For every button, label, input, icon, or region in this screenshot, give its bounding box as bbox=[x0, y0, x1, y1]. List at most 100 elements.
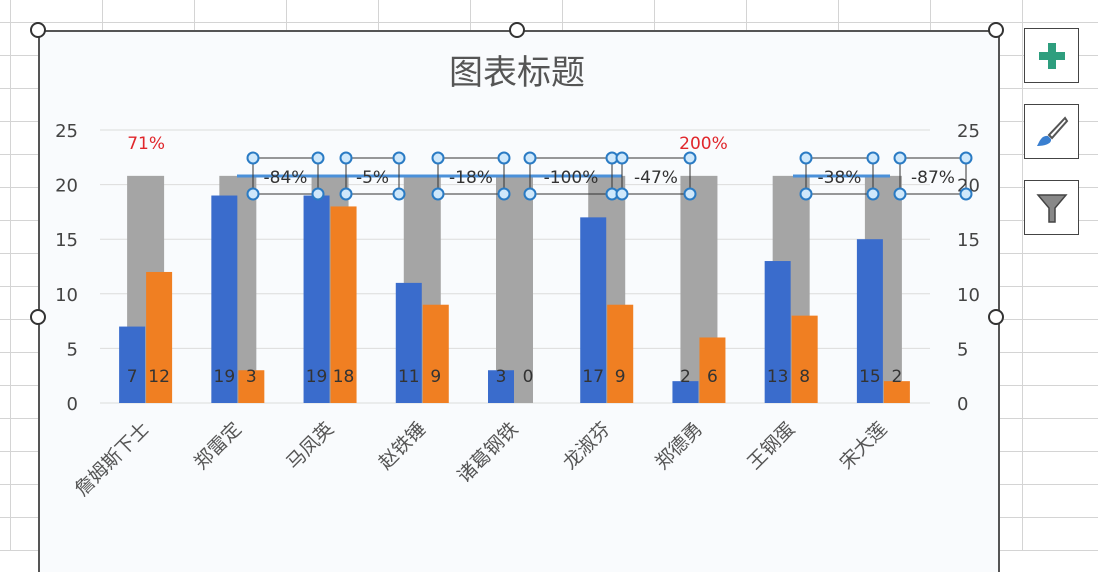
label-handle[interactable] bbox=[431, 187, 445, 201]
orange-bar[interactable] bbox=[146, 271, 173, 403]
resize-handle[interactable] bbox=[30, 22, 46, 38]
data-label: 9 bbox=[615, 367, 626, 387]
data-label: 2 bbox=[680, 367, 691, 387]
data-label: 11 bbox=[398, 367, 420, 387]
label-handle[interactable] bbox=[392, 151, 406, 165]
y2-tick-label: 0 bbox=[957, 394, 968, 415]
y2-tick-label: 5 bbox=[957, 339, 968, 360]
label-selection-box[interactable] bbox=[805, 157, 874, 195]
label-handle[interactable] bbox=[615, 151, 629, 165]
label-handle[interactable] bbox=[959, 187, 973, 201]
change-label[interactable]: -87% bbox=[911, 168, 955, 188]
label-handle[interactable] bbox=[683, 151, 697, 165]
brush-icon bbox=[1036, 115, 1068, 146]
category-label: 马凤英 bbox=[282, 418, 338, 474]
category-label: 赵铁锤 bbox=[374, 418, 430, 474]
label-handle[interactable] bbox=[866, 187, 880, 201]
data-label: 8 bbox=[799, 367, 810, 387]
change-label[interactable]: -47% bbox=[634, 168, 678, 188]
label-handle[interactable] bbox=[246, 187, 260, 201]
resize-handle[interactable] bbox=[988, 309, 1004, 325]
y-tick-label: 0 bbox=[67, 394, 78, 415]
category-label: 郑德勇 bbox=[651, 418, 707, 474]
chart-filters-button[interactable] bbox=[1024, 180, 1079, 235]
label-selection-box[interactable] bbox=[899, 157, 967, 195]
y-tick-label: 25 bbox=[55, 121, 78, 142]
label-handle[interactable] bbox=[246, 151, 260, 165]
label-selection-box[interactable] bbox=[345, 157, 400, 195]
label-selection-box[interactable] bbox=[529, 157, 613, 195]
label-handle[interactable] bbox=[497, 187, 511, 201]
resize-handle[interactable] bbox=[30, 309, 46, 325]
data-label: 3 bbox=[496, 367, 507, 387]
label-handle[interactable] bbox=[683, 187, 697, 201]
filter-icon bbox=[1035, 193, 1068, 223]
data-label: 19 bbox=[214, 367, 236, 387]
label-handle[interactable] bbox=[523, 187, 537, 201]
chart-elements-button[interactable] bbox=[1024, 28, 1079, 83]
blue-bar[interactable] bbox=[119, 326, 146, 403]
data-label: 0 bbox=[523, 367, 534, 387]
blue-bar[interactable] bbox=[488, 370, 514, 403]
category-label: 王钢蛋 bbox=[743, 418, 799, 474]
label-handle[interactable] bbox=[799, 151, 813, 165]
label-selection-box[interactable] bbox=[621, 157, 691, 195]
label-handle[interactable] bbox=[311, 187, 325, 201]
orange-bar[interactable] bbox=[699, 337, 726, 403]
data-label: 3 bbox=[246, 367, 257, 387]
resize-handle[interactable] bbox=[509, 22, 525, 38]
change-label[interactable]: -5% bbox=[356, 168, 389, 188]
change-label[interactable]: -84% bbox=[264, 168, 308, 188]
orange-bar[interactable] bbox=[330, 206, 357, 403]
blue-bar[interactable] bbox=[764, 261, 791, 403]
change-label[interactable]: 71% bbox=[127, 134, 165, 154]
blue-bar[interactable] bbox=[303, 195, 330, 403]
label-handle[interactable] bbox=[893, 151, 907, 165]
change-label[interactable]: -38% bbox=[818, 168, 862, 188]
label-selection-box[interactable] bbox=[252, 157, 319, 195]
label-handle[interactable] bbox=[392, 187, 406, 201]
blue-bar[interactable] bbox=[580, 217, 607, 403]
orange-bar[interactable] bbox=[883, 381, 910, 403]
data-label: 19 bbox=[306, 367, 328, 387]
orange-bar[interactable] bbox=[422, 304, 449, 403]
y-tick-label: 20 bbox=[55, 176, 78, 197]
label-handle[interactable] bbox=[497, 151, 511, 165]
label-handle[interactable] bbox=[431, 151, 445, 165]
label-handle[interactable] bbox=[893, 187, 907, 201]
data-label: 18 bbox=[333, 367, 355, 387]
category-label: 郑雷定 bbox=[190, 418, 246, 474]
orange-bar[interactable] bbox=[607, 304, 634, 403]
chart-styles-button[interactable] bbox=[1024, 104, 1079, 159]
blue-bar[interactable] bbox=[395, 282, 422, 403]
label-handle[interactable] bbox=[339, 187, 353, 201]
change-label[interactable]: -100% bbox=[544, 168, 599, 188]
helper-bar[interactable] bbox=[496, 175, 533, 403]
y-tick-label: 10 bbox=[55, 285, 78, 306]
blue-bar[interactable] bbox=[856, 239, 883, 403]
label-handle[interactable] bbox=[799, 187, 813, 201]
y-tick-label: 15 bbox=[55, 230, 78, 251]
data-label: 12 bbox=[148, 367, 170, 387]
resize-handle[interactable] bbox=[988, 22, 1004, 38]
orange-bar[interactable] bbox=[791, 315, 818, 403]
data-label: 2 bbox=[891, 367, 902, 387]
chart-title[interactable]: 图表标题 bbox=[449, 53, 585, 93]
label-handle[interactable] bbox=[959, 151, 973, 165]
change-label[interactable]: 200% bbox=[679, 134, 728, 154]
label-handle[interactable] bbox=[866, 151, 880, 165]
blue-bar[interactable] bbox=[672, 381, 699, 403]
label-handle[interactable] bbox=[523, 151, 537, 165]
y2-tick-label: 25 bbox=[957, 121, 980, 142]
y-tick-label: 5 bbox=[67, 339, 78, 360]
data-label: 13 bbox=[767, 367, 789, 387]
orange-bar[interactable] bbox=[238, 370, 265, 403]
category-label: 诸葛钢铁 bbox=[453, 418, 522, 487]
label-selection-box[interactable] bbox=[437, 157, 505, 195]
blue-bar[interactable] bbox=[211, 195, 238, 403]
y2-tick-label: 15 bbox=[957, 230, 980, 251]
change-label[interactable]: -18% bbox=[449, 168, 493, 188]
label-handle[interactable] bbox=[311, 151, 325, 165]
label-handle[interactable] bbox=[339, 151, 353, 165]
label-handle[interactable] bbox=[615, 187, 629, 201]
